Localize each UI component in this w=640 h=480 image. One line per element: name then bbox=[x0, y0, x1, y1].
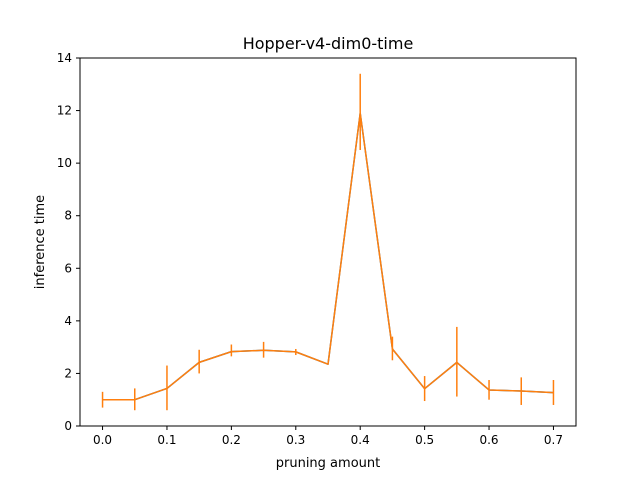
chart-title: Hopper-v4-dim0-time bbox=[243, 34, 414, 53]
axes-frame bbox=[79, 57, 577, 427]
y-tick-label: 0 bbox=[64, 419, 72, 433]
x-tick-label: 0.1 bbox=[157, 433, 176, 447]
y-axis-label: inference time bbox=[33, 195, 48, 289]
plot-area bbox=[101, 73, 555, 411]
x-tick-label: 0.7 bbox=[544, 433, 563, 447]
series-line bbox=[102, 112, 554, 401]
y-tick-label: 10 bbox=[57, 156, 72, 170]
y-tick-label: 4 bbox=[64, 314, 72, 328]
x-tick-label: 0.6 bbox=[479, 433, 498, 447]
x-tick-label: 0.2 bbox=[222, 433, 241, 447]
y-tick-label: 8 bbox=[64, 209, 72, 223]
x-tick-label: 0.4 bbox=[351, 433, 370, 447]
x-tick-label: 0.0 bbox=[93, 433, 112, 447]
y-tick-label: 2 bbox=[64, 366, 72, 380]
x-tick-label: 0.3 bbox=[286, 433, 305, 447]
y-tick-label: 6 bbox=[64, 261, 72, 275]
y-tick-label: 14 bbox=[57, 51, 72, 65]
x-axis-label: pruning amount bbox=[276, 456, 380, 471]
x-tick-label: 0.5 bbox=[415, 433, 434, 447]
y-tick-label: 12 bbox=[57, 104, 72, 118]
